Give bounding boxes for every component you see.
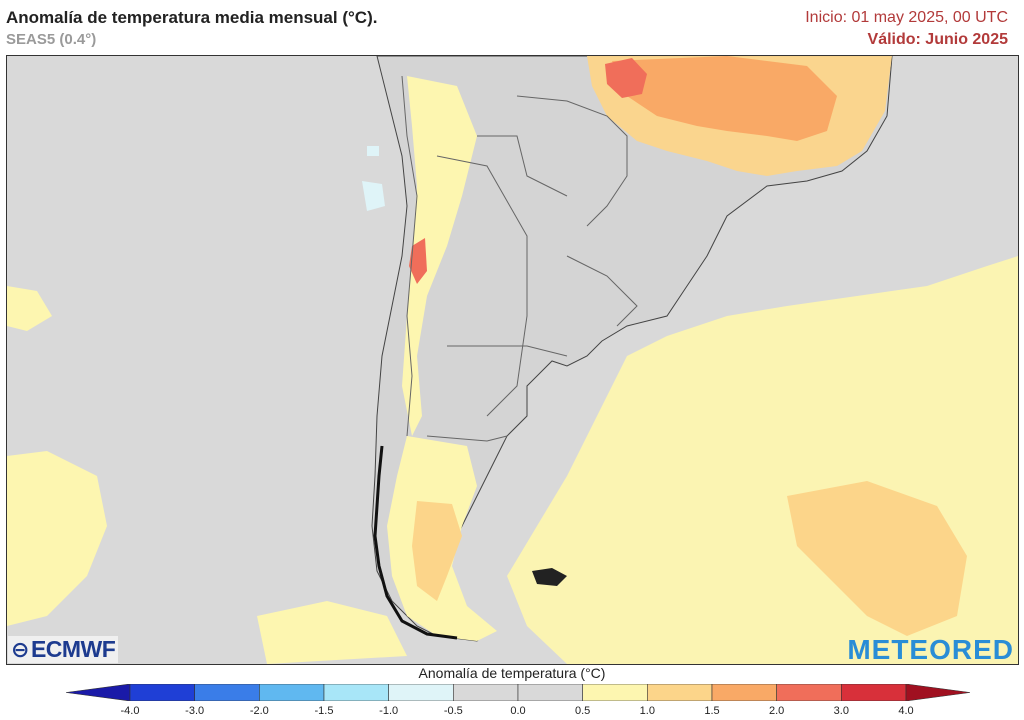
anomaly-zone-cold-1	[362, 181, 385, 211]
colorbar-segment	[647, 684, 713, 701]
colorbar-high-extend	[905, 684, 970, 701]
colorbar-labels: -4.0 -3.0 -2.0 -1.5 -1.0 -0.5 0.0 0.5 1.0 1.5 2.0 3…	[0, 705, 1024, 720]
borders	[401, 75, 638, 442]
model-label: SEAS5 (0.4°)	[6, 31, 97, 48]
anomaly-zone-andes-peak	[409, 238, 427, 284]
colorbar-segment	[453, 684, 519, 701]
ecmwf-logo: ⊖ECMWF	[8, 636, 119, 663]
colorbar-segment	[776, 684, 842, 701]
anomaly-zone-brazil-peak	[605, 58, 647, 98]
colorbar-tick-label: -1.5	[314, 705, 334, 717]
colorbar-tick-label: -0.5	[443, 705, 463, 717]
colorbar-segment	[323, 684, 389, 701]
chile-coast	[373, 445, 458, 640]
anomaly-zone-pacific-1	[7, 286, 52, 331]
colorbar-tick-label: 1.5	[704, 705, 720, 717]
colorbar-tick-label: -4.0	[120, 705, 140, 717]
colorbar-tick-label: 1.0	[639, 705, 655, 717]
colorbar-segment	[129, 684, 195, 701]
colorbar-segment	[711, 684, 777, 701]
valid-period: Válido: Junio 2025	[867, 31, 1008, 48]
colorbar-segment	[582, 684, 648, 701]
colorbar-segment	[517, 684, 583, 701]
anomaly-zone-atlantic-core	[787, 481, 967, 636]
meteored-logo: METEORED	[847, 634, 1014, 665]
colorbar-tick-label: -2.0	[249, 705, 269, 717]
anomaly-zone-pacific-2	[7, 451, 107, 626]
anomaly-map	[6, 55, 1019, 665]
landmass	[371, 56, 893, 642]
colorbar-low-extend	[66, 684, 131, 701]
anomaly-zone-andes	[402, 76, 477, 436]
ecmwf-logo-icon: ⊖	[11, 637, 29, 662]
colorbar-segment	[259, 684, 325, 701]
anomaly-zone-brazil-core	[612, 56, 837, 141]
colorbar-segment	[388, 684, 454, 701]
colorbar-segment	[194, 684, 260, 701]
colorbar-tick-label: -1.0	[379, 705, 399, 717]
colorbar	[66, 684, 970, 701]
anomaly-zone-pacific-3	[257, 601, 407, 664]
colorbar-segment	[841, 684, 907, 701]
colorbar-tick-label: 0.0	[510, 705, 526, 717]
anomaly-zone-cold-2	[367, 146, 379, 156]
anomaly-zone-patagonia-core	[412, 501, 462, 601]
colorbar-tick-label: 4.0	[898, 705, 914, 717]
colorbar-tick-label: -3.0	[185, 705, 205, 717]
map-title: Anomalía de temperatura media mensual (°…	[6, 8, 378, 27]
map-canvas	[7, 56, 1018, 664]
init-time: Inicio: 01 may 2025, 00 UTC	[805, 9, 1008, 26]
falkland-islands	[532, 568, 567, 586]
colorbar-tick-label: 3.0	[833, 705, 849, 717]
colorbar-tick-label: 2.0	[769, 705, 785, 717]
colorbar-title: Anomalía de temperatura (°C)	[418, 665, 606, 681]
colorbar-tick-label: 0.5	[575, 705, 591, 717]
